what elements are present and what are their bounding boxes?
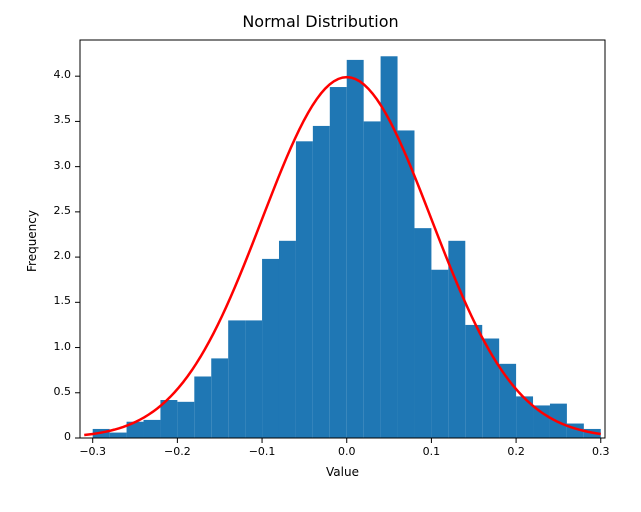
y-tick-label: 0.5: [54, 385, 72, 398]
histogram-bar: [364, 121, 381, 438]
y-tick-label: 3.0: [54, 159, 72, 172]
y-tick-label: 1.0: [54, 340, 72, 353]
histogram-bar: [465, 325, 482, 438]
x-tick-label: 0.1: [411, 445, 451, 458]
histogram-bar: [398, 130, 415, 438]
histogram-bar: [431, 270, 448, 438]
histogram-bar: [211, 358, 228, 438]
y-tick-label: 1.5: [54, 294, 72, 307]
histogram-bar: [160, 400, 177, 438]
y-tick-label: 2.0: [54, 249, 72, 262]
histogram-bar: [194, 376, 211, 438]
histogram-bar: [499, 364, 516, 438]
histogram-bar: [245, 320, 262, 438]
chart-figure: Normal Distribution Frequency Value −0.3…: [0, 0, 641, 512]
x-tick-label: 0.0: [327, 445, 367, 458]
histogram-bar: [110, 433, 127, 438]
x-tick-label: 0.3: [581, 445, 621, 458]
x-tick-label: −0.3: [73, 445, 113, 458]
chart-plot-area: [0, 0, 641, 512]
y-tick-label: 0: [64, 430, 71, 443]
histogram-bar: [177, 402, 194, 438]
histogram-bar: [414, 228, 431, 438]
y-tick-label: 2.5: [54, 204, 72, 217]
histogram-bar: [533, 405, 550, 438]
x-tick-label: 0.2: [496, 445, 536, 458]
histogram-bar: [228, 320, 245, 438]
histogram-bar: [330, 87, 347, 438]
histogram-bar: [144, 420, 161, 438]
y-tick-label: 4.0: [54, 68, 72, 81]
x-axis-label: Value: [293, 465, 393, 479]
histogram-bar: [296, 141, 313, 438]
histogram-bar: [262, 259, 279, 438]
y-axis-label: Frequency: [25, 210, 39, 272]
x-tick-label: −0.1: [242, 445, 282, 458]
histogram-bar: [381, 56, 398, 438]
histogram-bar: [313, 126, 330, 438]
y-tick-label: 3.5: [54, 113, 72, 126]
x-tick-label: −0.2: [157, 445, 197, 458]
histogram-bar: [347, 60, 364, 438]
histogram-bar: [279, 241, 296, 438]
